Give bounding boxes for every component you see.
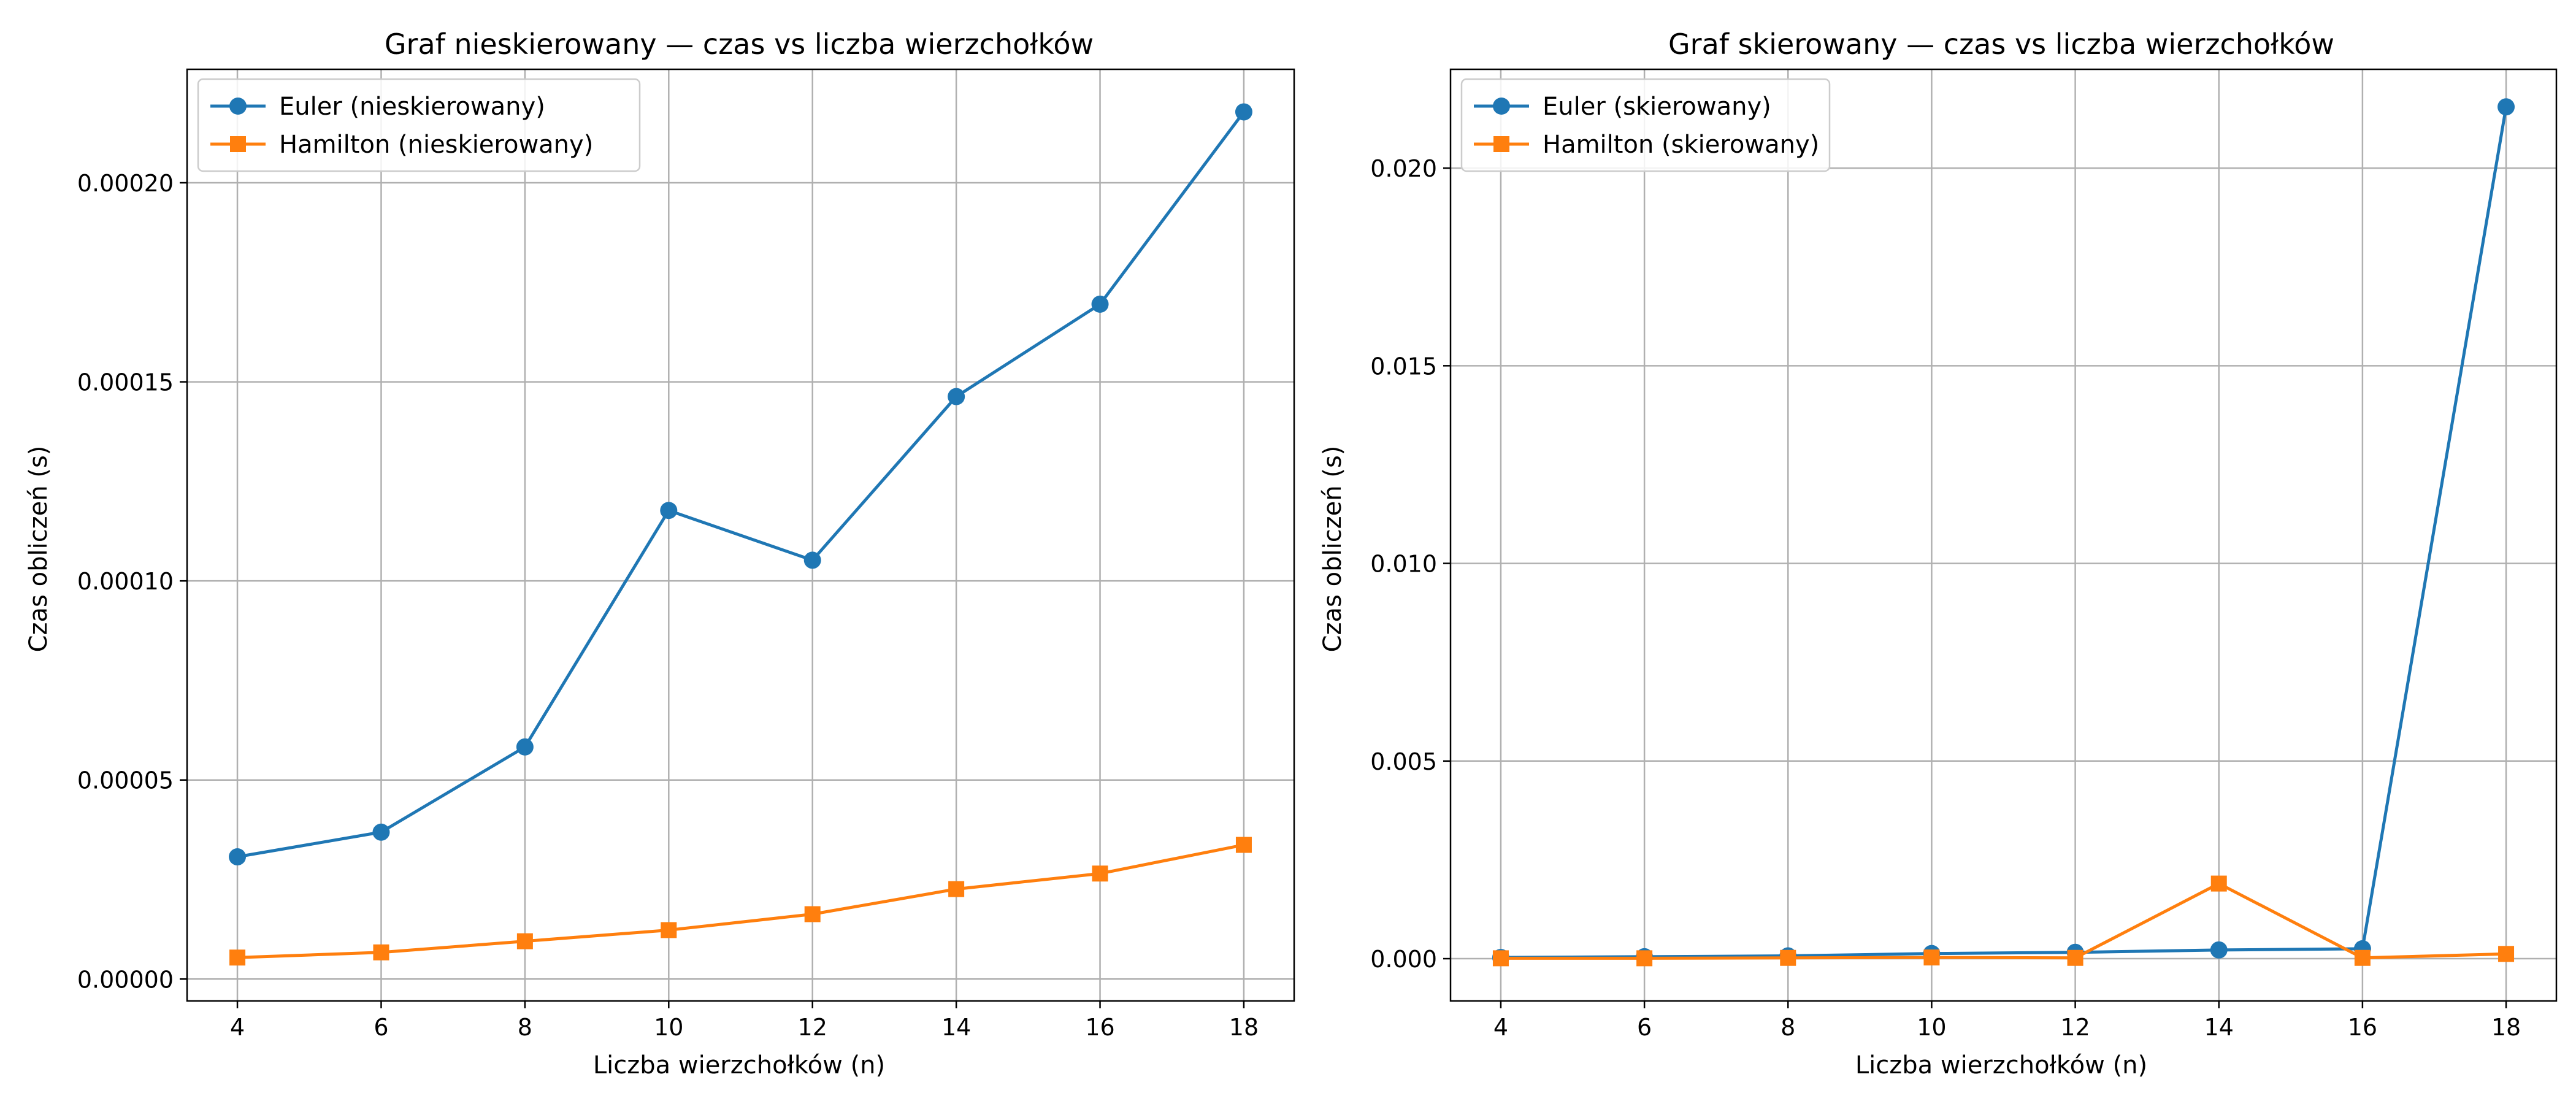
x-tick-label: 4 (1493, 1014, 1508, 1041)
legend-swatch-marker (1493, 98, 1510, 115)
y-tick-label: 0.00010 (77, 568, 174, 595)
x-tick-label: 8 (1781, 1014, 1795, 1041)
data-point-square (1092, 865, 1108, 882)
legend-label: Hamilton (skierowany) (1543, 131, 1819, 159)
x-tick-label: 18 (1229, 1014, 1259, 1041)
legend-label: Euler (skierowany) (1543, 93, 1771, 121)
x-axis-label: Liczba wierzchołków (n) (593, 1051, 885, 1079)
data-point-square (373, 944, 389, 960)
legend-label: Euler (nieskierowany) (279, 93, 545, 121)
x-tick-label: 10 (1917, 1014, 1946, 1041)
data-point-square (1235, 837, 1252, 853)
plot-area-frame (186, 68, 1295, 1002)
data-point-circle (2210, 941, 2228, 959)
data-point-square (2498, 946, 2515, 962)
legend-label: Hamilton (nieskierowany) (279, 131, 593, 159)
x-tick-label: 14 (941, 1014, 971, 1041)
y-tick-label: 0.00020 (77, 170, 174, 197)
legend-swatch-marker (229, 98, 247, 115)
data-point-circle (948, 388, 965, 405)
y-tick-label: 0.00000 (77, 966, 174, 993)
chart-title: Graf nieskierowany — czas vs liczba wier… (385, 28, 1094, 61)
legend-swatch-marker (1493, 136, 1509, 152)
legend-box (197, 78, 641, 172)
series-line (1500, 882, 2507, 960)
y-tick-label: 0.010 (1370, 551, 1437, 578)
series-layer (1492, 98, 2515, 967)
series-layer (229, 103, 1252, 966)
chart-panel-undirected: Graf nieskierowany — czas vs liczba wier… (25, 28, 1295, 1079)
data-point-circle (803, 551, 821, 569)
chart-title: Graf skierowany — czas vs liczba wierzch… (1668, 28, 2334, 61)
axis-ticks: 4 6 8 10 12 14 16 18 0.000 0.005 0.010 0.015 0.020 (1370, 155, 2521, 1041)
x-tick-label: 10 (654, 1014, 683, 1041)
x-tick-label: 16 (1085, 1014, 1114, 1041)
x-tick-label: 12 (2060, 1014, 2090, 1041)
series-line (237, 843, 1244, 959)
y-tick-label: 0.005 (1370, 748, 1437, 775)
x-tick-label: 18 (2491, 1014, 2521, 1041)
x-tick-label: 8 (518, 1014, 532, 1041)
y-axis-label: Czas obliczeń (s) (25, 446, 53, 653)
data-point-circle (1091, 295, 1109, 313)
x-tick-label: 12 (798, 1014, 827, 1041)
axis-ticks: 4 6 8 10 12 14 16 18 0.00000 0.00005 0.00010 0.0001… (77, 170, 1259, 1041)
y-axis-label: Czas obliczeń (s) (1319, 446, 1347, 653)
data-point-square (1636, 950, 1653, 967)
data-point-square (1923, 949, 1940, 966)
chart-panel-directed: Graf skierowany — czas vs liczba wierzch… (1319, 28, 2558, 1079)
legend: Euler (skierowany) Hamilton (skierowany) (1460, 78, 1831, 172)
x-axis-label: Liczba wierzchołków (n) (1855, 1051, 2147, 1079)
data-point-square (229, 949, 246, 966)
x-tick-label: 6 (1637, 1014, 1652, 1041)
data-point-circle (229, 848, 247, 866)
series-line (1500, 106, 2508, 959)
legend-swatch-marker (230, 136, 246, 152)
data-point-square (1780, 949, 1796, 966)
y-tick-label: 0.020 (1370, 155, 1437, 182)
data-point-circle (372, 823, 390, 841)
y-tick-label: 0.015 (1370, 353, 1437, 380)
data-point-square (1492, 950, 1509, 967)
data-point-circle (516, 738, 534, 756)
y-tick-label: 0.00005 (77, 767, 174, 794)
data-point-square (2067, 949, 2083, 966)
series-line (237, 110, 1245, 859)
legend: Euler (nieskierowany) Hamilton (nieskiero… (197, 78, 641, 172)
data-point-circle (660, 502, 678, 519)
legend-box (1460, 78, 1831, 172)
x-tick-label: 6 (374, 1014, 388, 1041)
data-point-square (2210, 875, 2227, 892)
data-point-square (516, 933, 533, 949)
data-point-circle (1235, 103, 1252, 121)
data-point-square (661, 922, 677, 938)
data-point-circle (2497, 98, 2515, 116)
plot-area-frame (1449, 68, 2558, 1002)
x-tick-label: 4 (230, 1014, 245, 1041)
data-point-square (804, 906, 821, 922)
x-tick-label: 14 (2204, 1014, 2234, 1041)
y-tick-label: 0.00015 (77, 369, 174, 396)
y-tick-label: 0.000 (1370, 946, 1437, 973)
data-point-square (2354, 949, 2371, 966)
x-tick-label: 16 (2348, 1014, 2377, 1041)
data-point-square (948, 881, 965, 897)
